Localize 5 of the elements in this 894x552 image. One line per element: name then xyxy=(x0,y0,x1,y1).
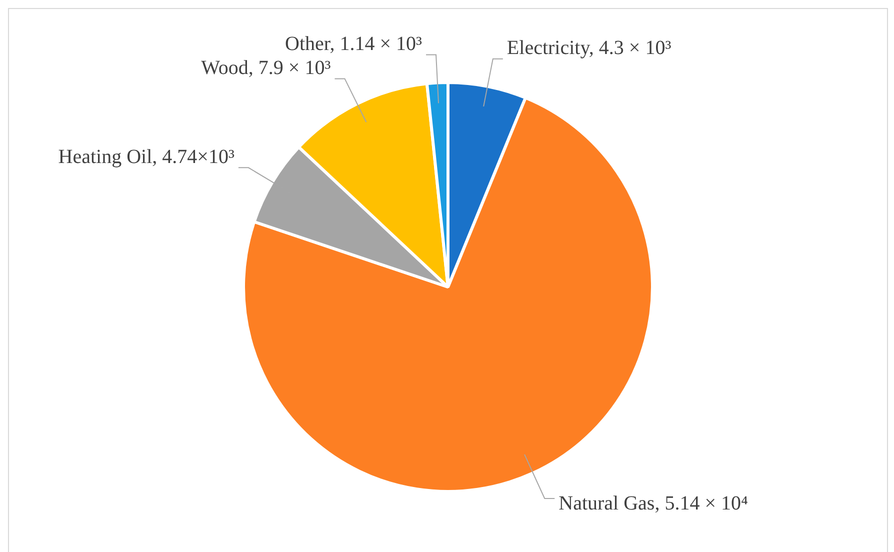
slice-label: Electricity, 4.3 × 10³ xyxy=(506,37,672,60)
slice-label: Wood, 7.9 × 10³ xyxy=(201,56,331,79)
slice-label: Heating Oil, 4.74×10³ xyxy=(58,146,234,168)
slice-label: Natural Gas, 5.14 × 10⁴ xyxy=(558,492,748,515)
slice-label: Other, 1.14 × 10³ xyxy=(285,33,422,56)
